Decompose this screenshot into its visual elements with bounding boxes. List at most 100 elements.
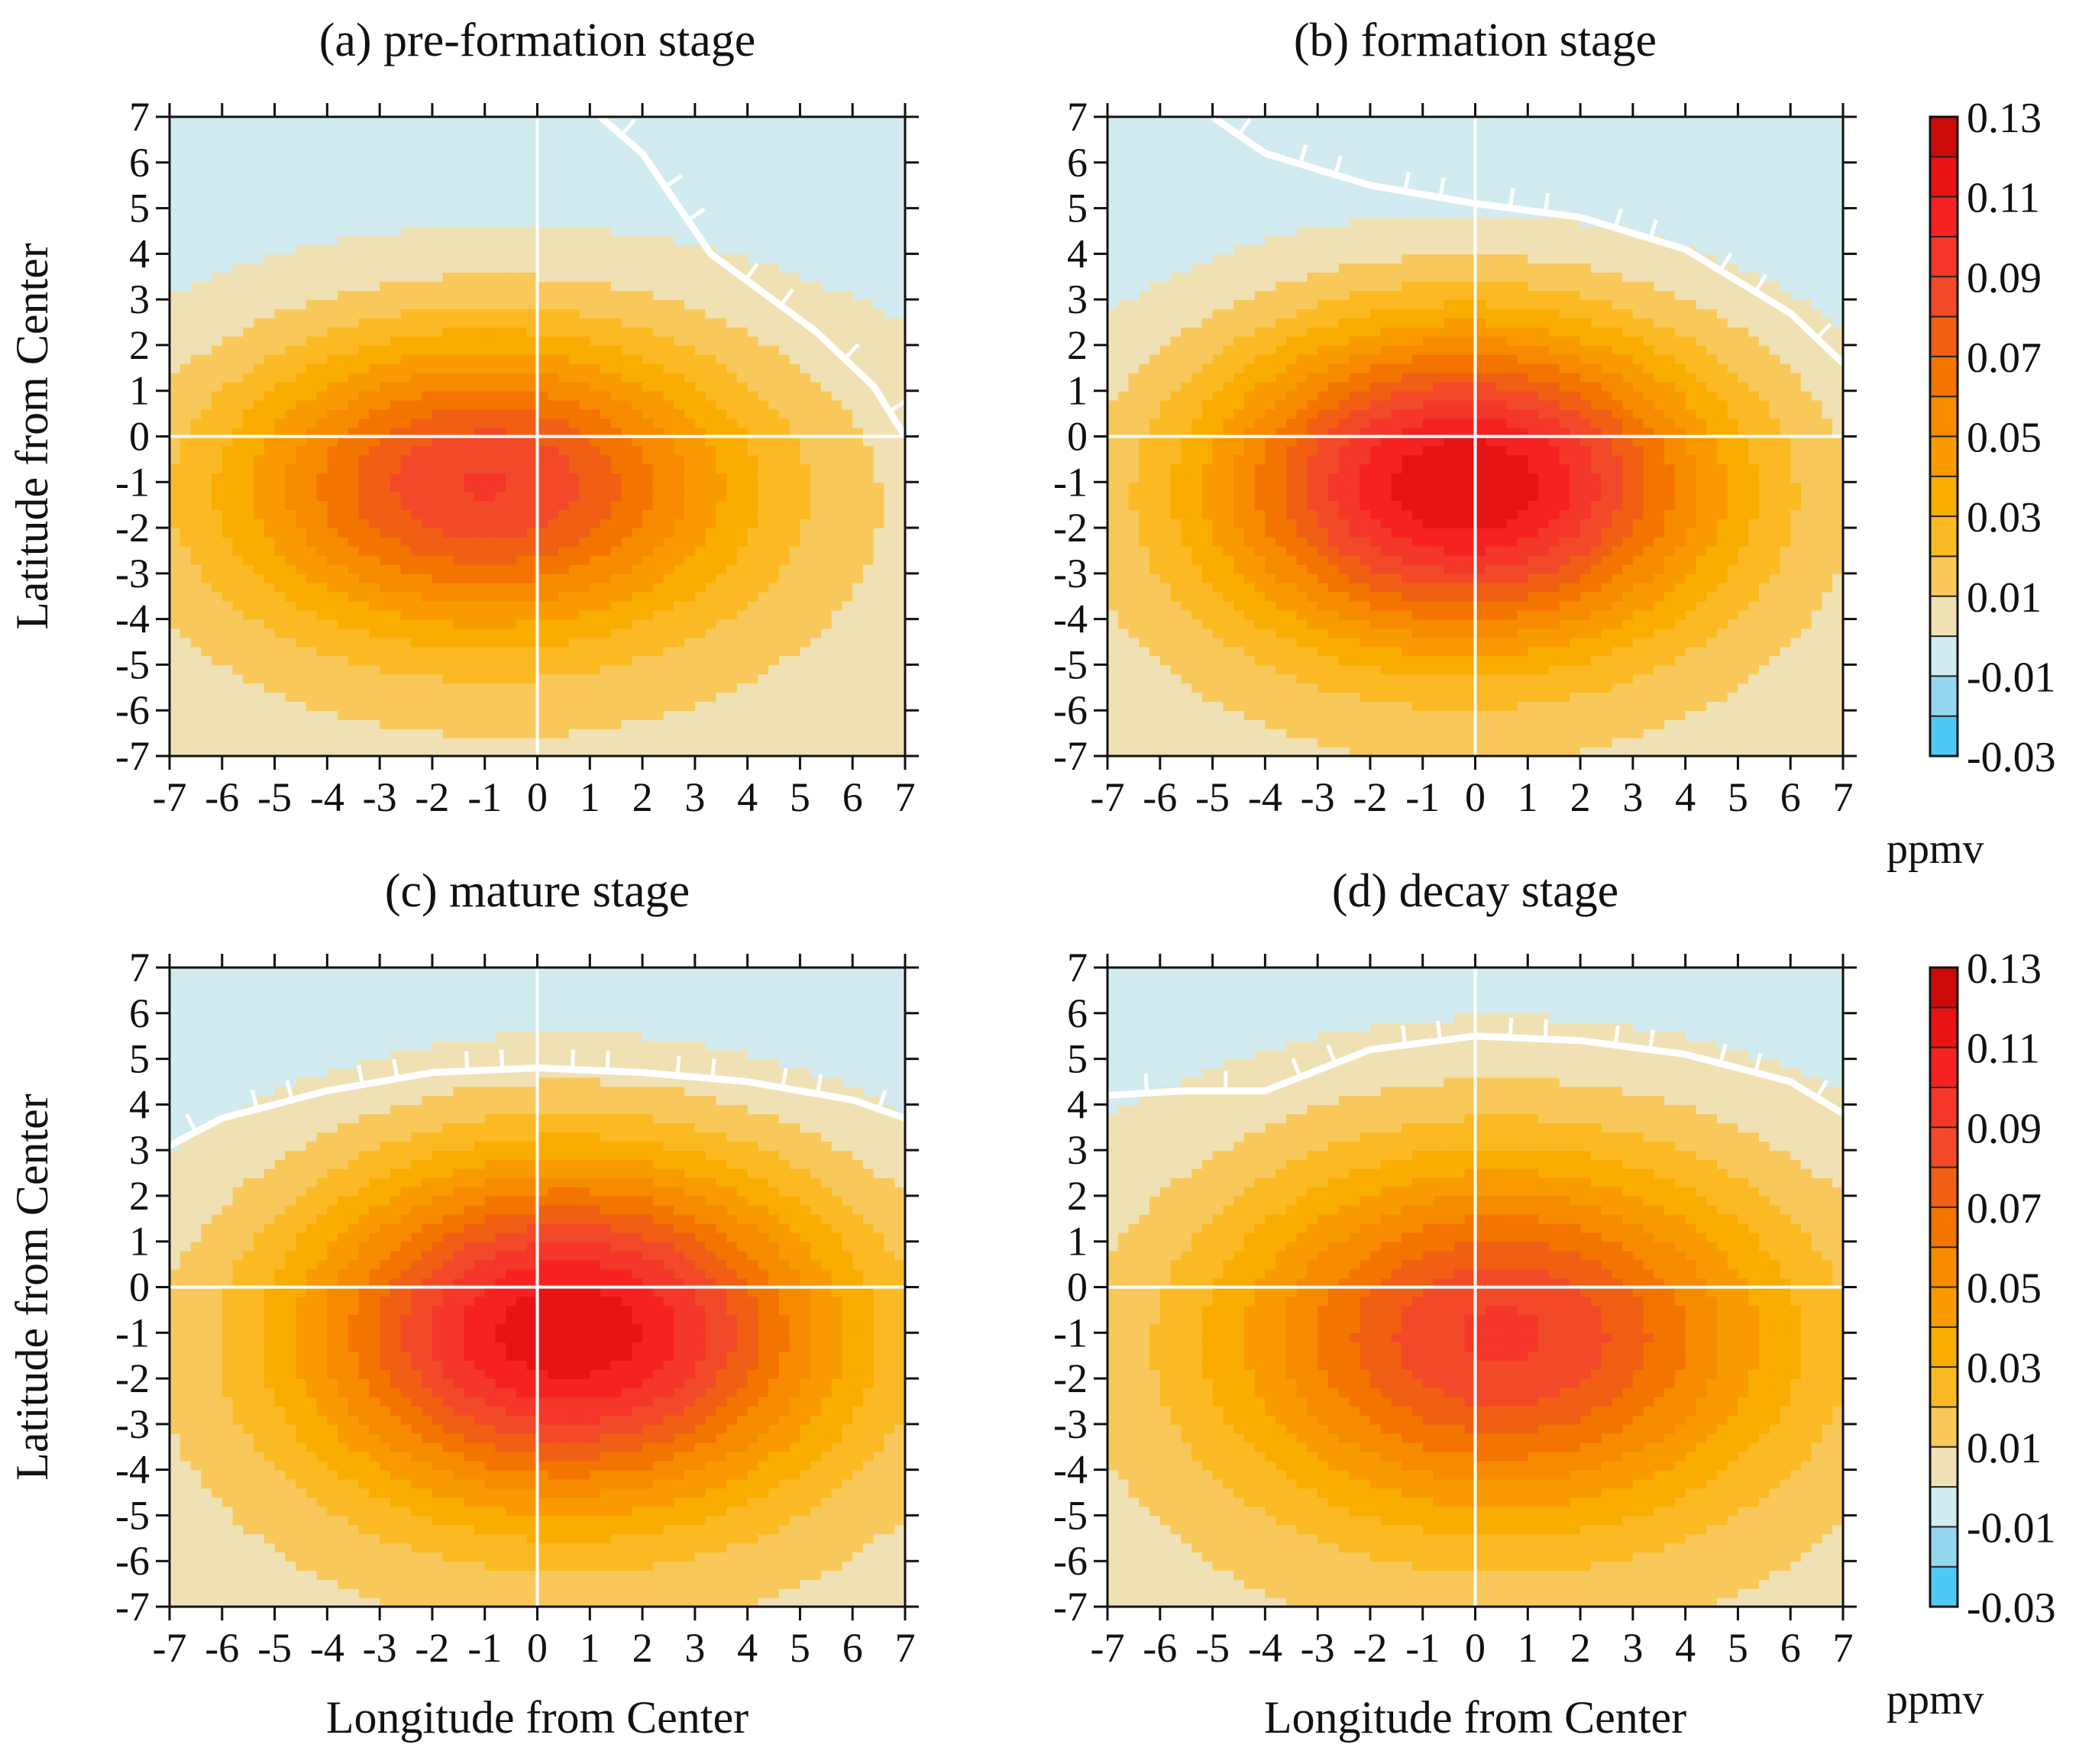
field-cell bbox=[831, 454, 843, 465]
field-cell bbox=[579, 199, 591, 209]
field-cell bbox=[306, 363, 318, 373]
field-cell bbox=[380, 254, 391, 264]
field-cell bbox=[190, 344, 202, 355]
field-cell bbox=[338, 363, 349, 373]
field-cell bbox=[411, 747, 422, 756]
field-cell bbox=[674, 299, 685, 309]
field-cell bbox=[736, 554, 749, 565]
field-cell bbox=[306, 409, 318, 419]
field-cell bbox=[842, 427, 854, 438]
field-cell bbox=[274, 600, 286, 611]
field-cell bbox=[768, 180, 780, 191]
field-cell bbox=[810, 637, 822, 648]
field-cell bbox=[610, 354, 622, 364]
field-cell bbox=[632, 180, 643, 191]
field-cell bbox=[548, 628, 559, 638]
field-cell bbox=[642, 464, 654, 474]
field-cell bbox=[190, 381, 202, 392]
field-cell bbox=[506, 290, 517, 300]
field-cell bbox=[358, 290, 370, 300]
field-cell bbox=[212, 674, 223, 684]
field-cell bbox=[873, 354, 885, 364]
field-cell bbox=[800, 309, 811, 318]
field-cell bbox=[621, 729, 633, 738]
field-cell bbox=[642, 609, 654, 620]
field-cell bbox=[726, 125, 738, 136]
field-cell bbox=[632, 573, 643, 583]
field-cell bbox=[274, 254, 286, 264]
field-cell bbox=[684, 491, 696, 501]
field-cell bbox=[758, 235, 769, 246]
field-cell bbox=[506, 619, 517, 629]
field-cell bbox=[285, 299, 296, 309]
field-cell bbox=[369, 354, 380, 364]
field-cell bbox=[884, 719, 896, 729]
field-cell bbox=[778, 162, 791, 173]
field-cell bbox=[736, 309, 749, 318]
field-cell bbox=[894, 564, 905, 574]
field-cell bbox=[221, 180, 234, 191]
field-cell bbox=[179, 537, 192, 547]
field-cell bbox=[358, 381, 370, 392]
field-cell bbox=[800, 162, 811, 173]
field-cell bbox=[873, 591, 885, 602]
field-cell bbox=[380, 482, 391, 493]
field-cell bbox=[422, 226, 433, 237]
field-cell bbox=[600, 554, 612, 565]
field-cell bbox=[264, 573, 276, 583]
field-cell bbox=[380, 683, 391, 693]
field-cell bbox=[537, 628, 549, 638]
field-cell bbox=[610, 738, 622, 748]
field-cell bbox=[579, 464, 591, 474]
field-cell bbox=[537, 528, 549, 538]
field-cell bbox=[254, 537, 265, 547]
field-cell bbox=[201, 436, 212, 447]
field-cell bbox=[338, 591, 349, 602]
field-cell bbox=[411, 427, 422, 438]
field-cell bbox=[221, 655, 234, 666]
field-cell bbox=[442, 162, 454, 173]
field-cell bbox=[296, 591, 307, 602]
field-cell bbox=[264, 235, 276, 246]
field-cell bbox=[663, 309, 675, 318]
field-cell bbox=[243, 436, 254, 447]
field-cell bbox=[810, 409, 822, 419]
field-cell bbox=[778, 318, 791, 328]
field-cell bbox=[642, 344, 654, 355]
field-cell bbox=[495, 664, 507, 675]
field-cell bbox=[464, 235, 475, 246]
field-cell bbox=[642, 573, 654, 583]
field-cell bbox=[894, 738, 905, 748]
field-cell bbox=[369, 427, 380, 438]
field-cell bbox=[422, 272, 433, 283]
field-cell bbox=[568, 537, 580, 547]
field-cell bbox=[453, 674, 464, 684]
field-cell bbox=[327, 409, 338, 419]
field-cell bbox=[411, 655, 422, 666]
field-cell bbox=[652, 189, 664, 200]
field-cell bbox=[842, 609, 854, 620]
field-cell bbox=[610, 409, 622, 419]
field-cell bbox=[232, 729, 244, 738]
field-cell bbox=[820, 125, 833, 136]
field-cell bbox=[894, 189, 905, 200]
field-cell bbox=[810, 134, 822, 145]
field-cell bbox=[442, 729, 454, 738]
field-cell bbox=[579, 554, 591, 565]
field-cell bbox=[674, 683, 685, 693]
field-cell bbox=[306, 354, 318, 364]
field-cell bbox=[432, 464, 444, 474]
field-cell bbox=[432, 509, 444, 519]
field-cell bbox=[600, 171, 612, 182]
field-cell bbox=[516, 664, 528, 675]
field-cell bbox=[642, 710, 654, 720]
field-cell bbox=[873, 335, 885, 346]
field-cell bbox=[358, 628, 370, 638]
field-cell bbox=[484, 664, 496, 675]
field-cell bbox=[747, 482, 759, 493]
field-cell bbox=[400, 692, 412, 703]
field-cell bbox=[170, 399, 181, 410]
field-cell bbox=[768, 464, 780, 474]
field-cell bbox=[590, 290, 601, 300]
field-cell bbox=[306, 674, 318, 684]
